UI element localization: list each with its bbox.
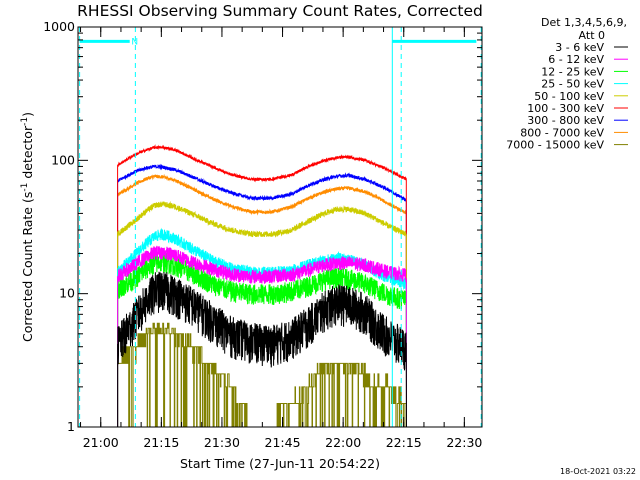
y-axis-label: Corrected Count Rate (s-1 detector-1) [20,112,35,342]
y-tick-label: 100 [51,152,75,167]
legend-entry-label: 7000 - 15000 keV [506,139,604,152]
x-tick-label: 22:00 [325,435,361,450]
x-tick-label: 21:00 [83,435,119,450]
legend-entry-label: 300 - 800 keV [527,114,604,127]
x-tick-label: 21:45 [265,435,301,450]
x-tick-label: 21:30 [204,435,240,450]
x-tick-label: 21:15 [143,435,179,450]
chart-title: RHESSI Observing Summary Count Rates, Co… [77,2,483,20]
y-tick-label: 10 [59,286,75,301]
y-tick-label: 1000 [43,19,75,34]
footer-timestamp: 18-Oct-2021 03:22 [560,467,636,476]
marker-bar-label: N [131,37,138,47]
legend-header-line-1: Det 1,3,4,5,6,9, [541,16,627,29]
x-tick-label: 22:30 [446,435,482,450]
legend-entry-label: 100 - 300 keV [527,102,604,115]
legend-entry-label: 12 - 25 keV [541,65,604,78]
legend-entry-label: 25 - 50 keV [541,78,604,91]
legend-entry-label: 50 - 100 keV [534,90,604,103]
x-axis-label: Start Time (27-Jun-11 20:54:22) [180,456,380,471]
x-tick-label: 22:15 [386,435,422,450]
legend-entry-label: 800 - 7000 keV [520,126,604,139]
y-tick-label: 1 [67,419,75,434]
legend-entry-label: 6 - 12 keV [548,53,604,66]
legend-entry-label: 3 - 6 keV [555,41,604,54]
